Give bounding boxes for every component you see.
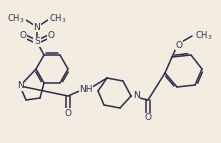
Text: O: O	[48, 30, 55, 39]
Text: S: S	[34, 37, 40, 46]
Text: CH$_3$: CH$_3$	[49, 13, 67, 25]
Text: N: N	[133, 92, 140, 101]
Text: N: N	[34, 22, 40, 31]
Text: CH$_3$: CH$_3$	[195, 30, 213, 42]
Text: CH$_3$: CH$_3$	[8, 13, 25, 25]
Text: N: N	[17, 82, 23, 91]
Text: O: O	[65, 109, 72, 118]
Text: O: O	[145, 114, 152, 123]
Text: NH: NH	[79, 85, 93, 94]
Text: O: O	[19, 30, 27, 39]
Text: O: O	[175, 40, 183, 49]
